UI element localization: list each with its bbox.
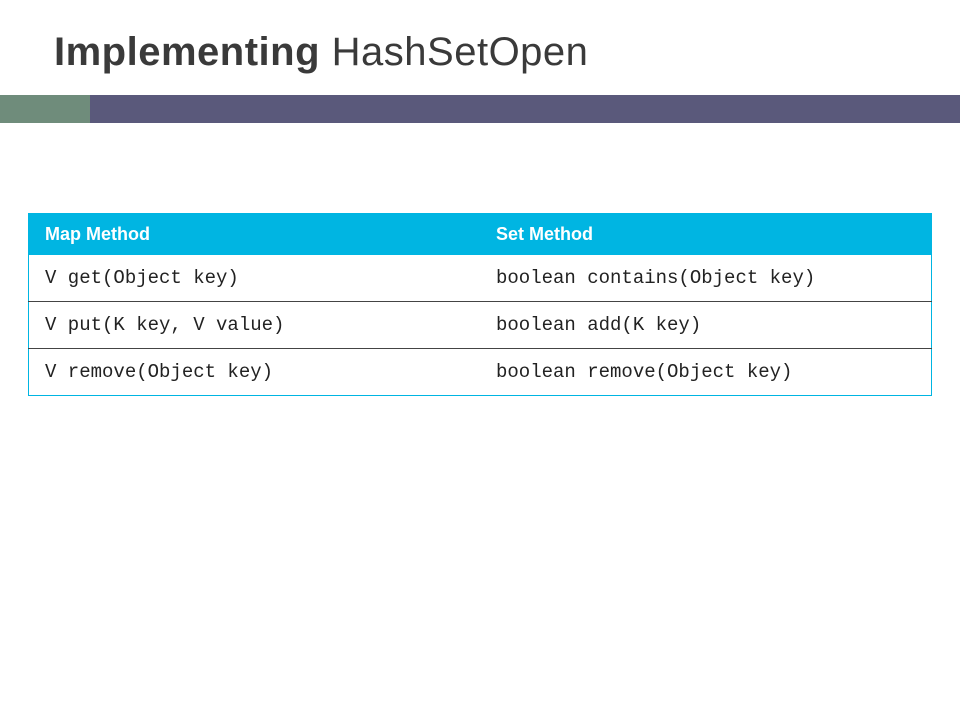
title-regular: HashSetOpen [320, 30, 588, 74]
cell-map-method: V remove(Object key) [29, 349, 481, 396]
divider-bar [0, 95, 960, 123]
content-area: Map Method Set Method V get(Object key) … [0, 123, 960, 396]
table-header-row: Map Method Set Method [29, 214, 932, 256]
cell-map-method: V get(Object key) [29, 255, 481, 302]
column-header-map: Map Method [29, 214, 481, 256]
cell-set-method: boolean contains(Object key) [480, 255, 932, 302]
cell-map-method: V put(K key, V value) [29, 302, 481, 349]
slide-title: Implementing HashSetOpen [0, 30, 960, 95]
cell-set-method: boolean remove(Object key) [480, 349, 932, 396]
divider-main [90, 95, 960, 123]
cell-set-method: boolean add(K key) [480, 302, 932, 349]
table-row: V put(K key, V value) boolean add(K key) [29, 302, 932, 349]
table-row: V get(Object key) boolean contains(Objec… [29, 255, 932, 302]
method-table: Map Method Set Method V get(Object key) … [28, 213, 932, 396]
table-row: V remove(Object key) boolean remove(Obje… [29, 349, 932, 396]
title-bold: Implementing [54, 30, 320, 74]
divider-accent [0, 95, 90, 123]
column-header-set: Set Method [480, 214, 932, 256]
slide: Implementing HashSetOpen Map Method Set … [0, 0, 960, 720]
